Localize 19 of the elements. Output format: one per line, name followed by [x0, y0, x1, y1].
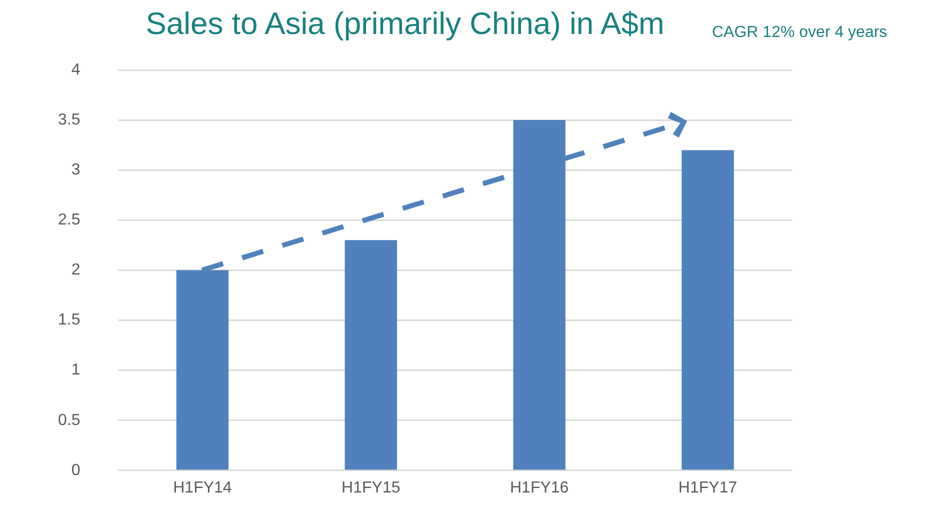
- y-tick-label: 3: [71, 162, 80, 179]
- x-tick-label: H1FY14: [173, 479, 232, 496]
- bar: [176, 270, 229, 470]
- bar: [344, 240, 398, 470]
- y-tick-label: 1.5: [58, 312, 80, 329]
- y-tick-label: 4: [71, 61, 80, 78]
- x-tick-label: H1FY15: [342, 479, 400, 496]
- bar: [682, 150, 734, 470]
- x-tick-label: H1FY17: [678, 479, 738, 496]
- y-tick-label: 2: [71, 262, 80, 279]
- y-tick-label: 0: [71, 462, 80, 479]
- y-tick-label: 1: [71, 362, 80, 379]
- y-tick-label: 0.5: [58, 412, 80, 429]
- y-tick-label: 3.5: [58, 111, 80, 128]
- bar: [513, 120, 566, 470]
- chart-title: Sales to Asia (primarily China) in A$m: [144, 6, 666, 42]
- x-tick-label: H1FY16: [510, 479, 569, 496]
- y-tick-label: 2.5: [58, 212, 80, 229]
- text: CAGR 12% over 4 years: [712, 24, 888, 42]
